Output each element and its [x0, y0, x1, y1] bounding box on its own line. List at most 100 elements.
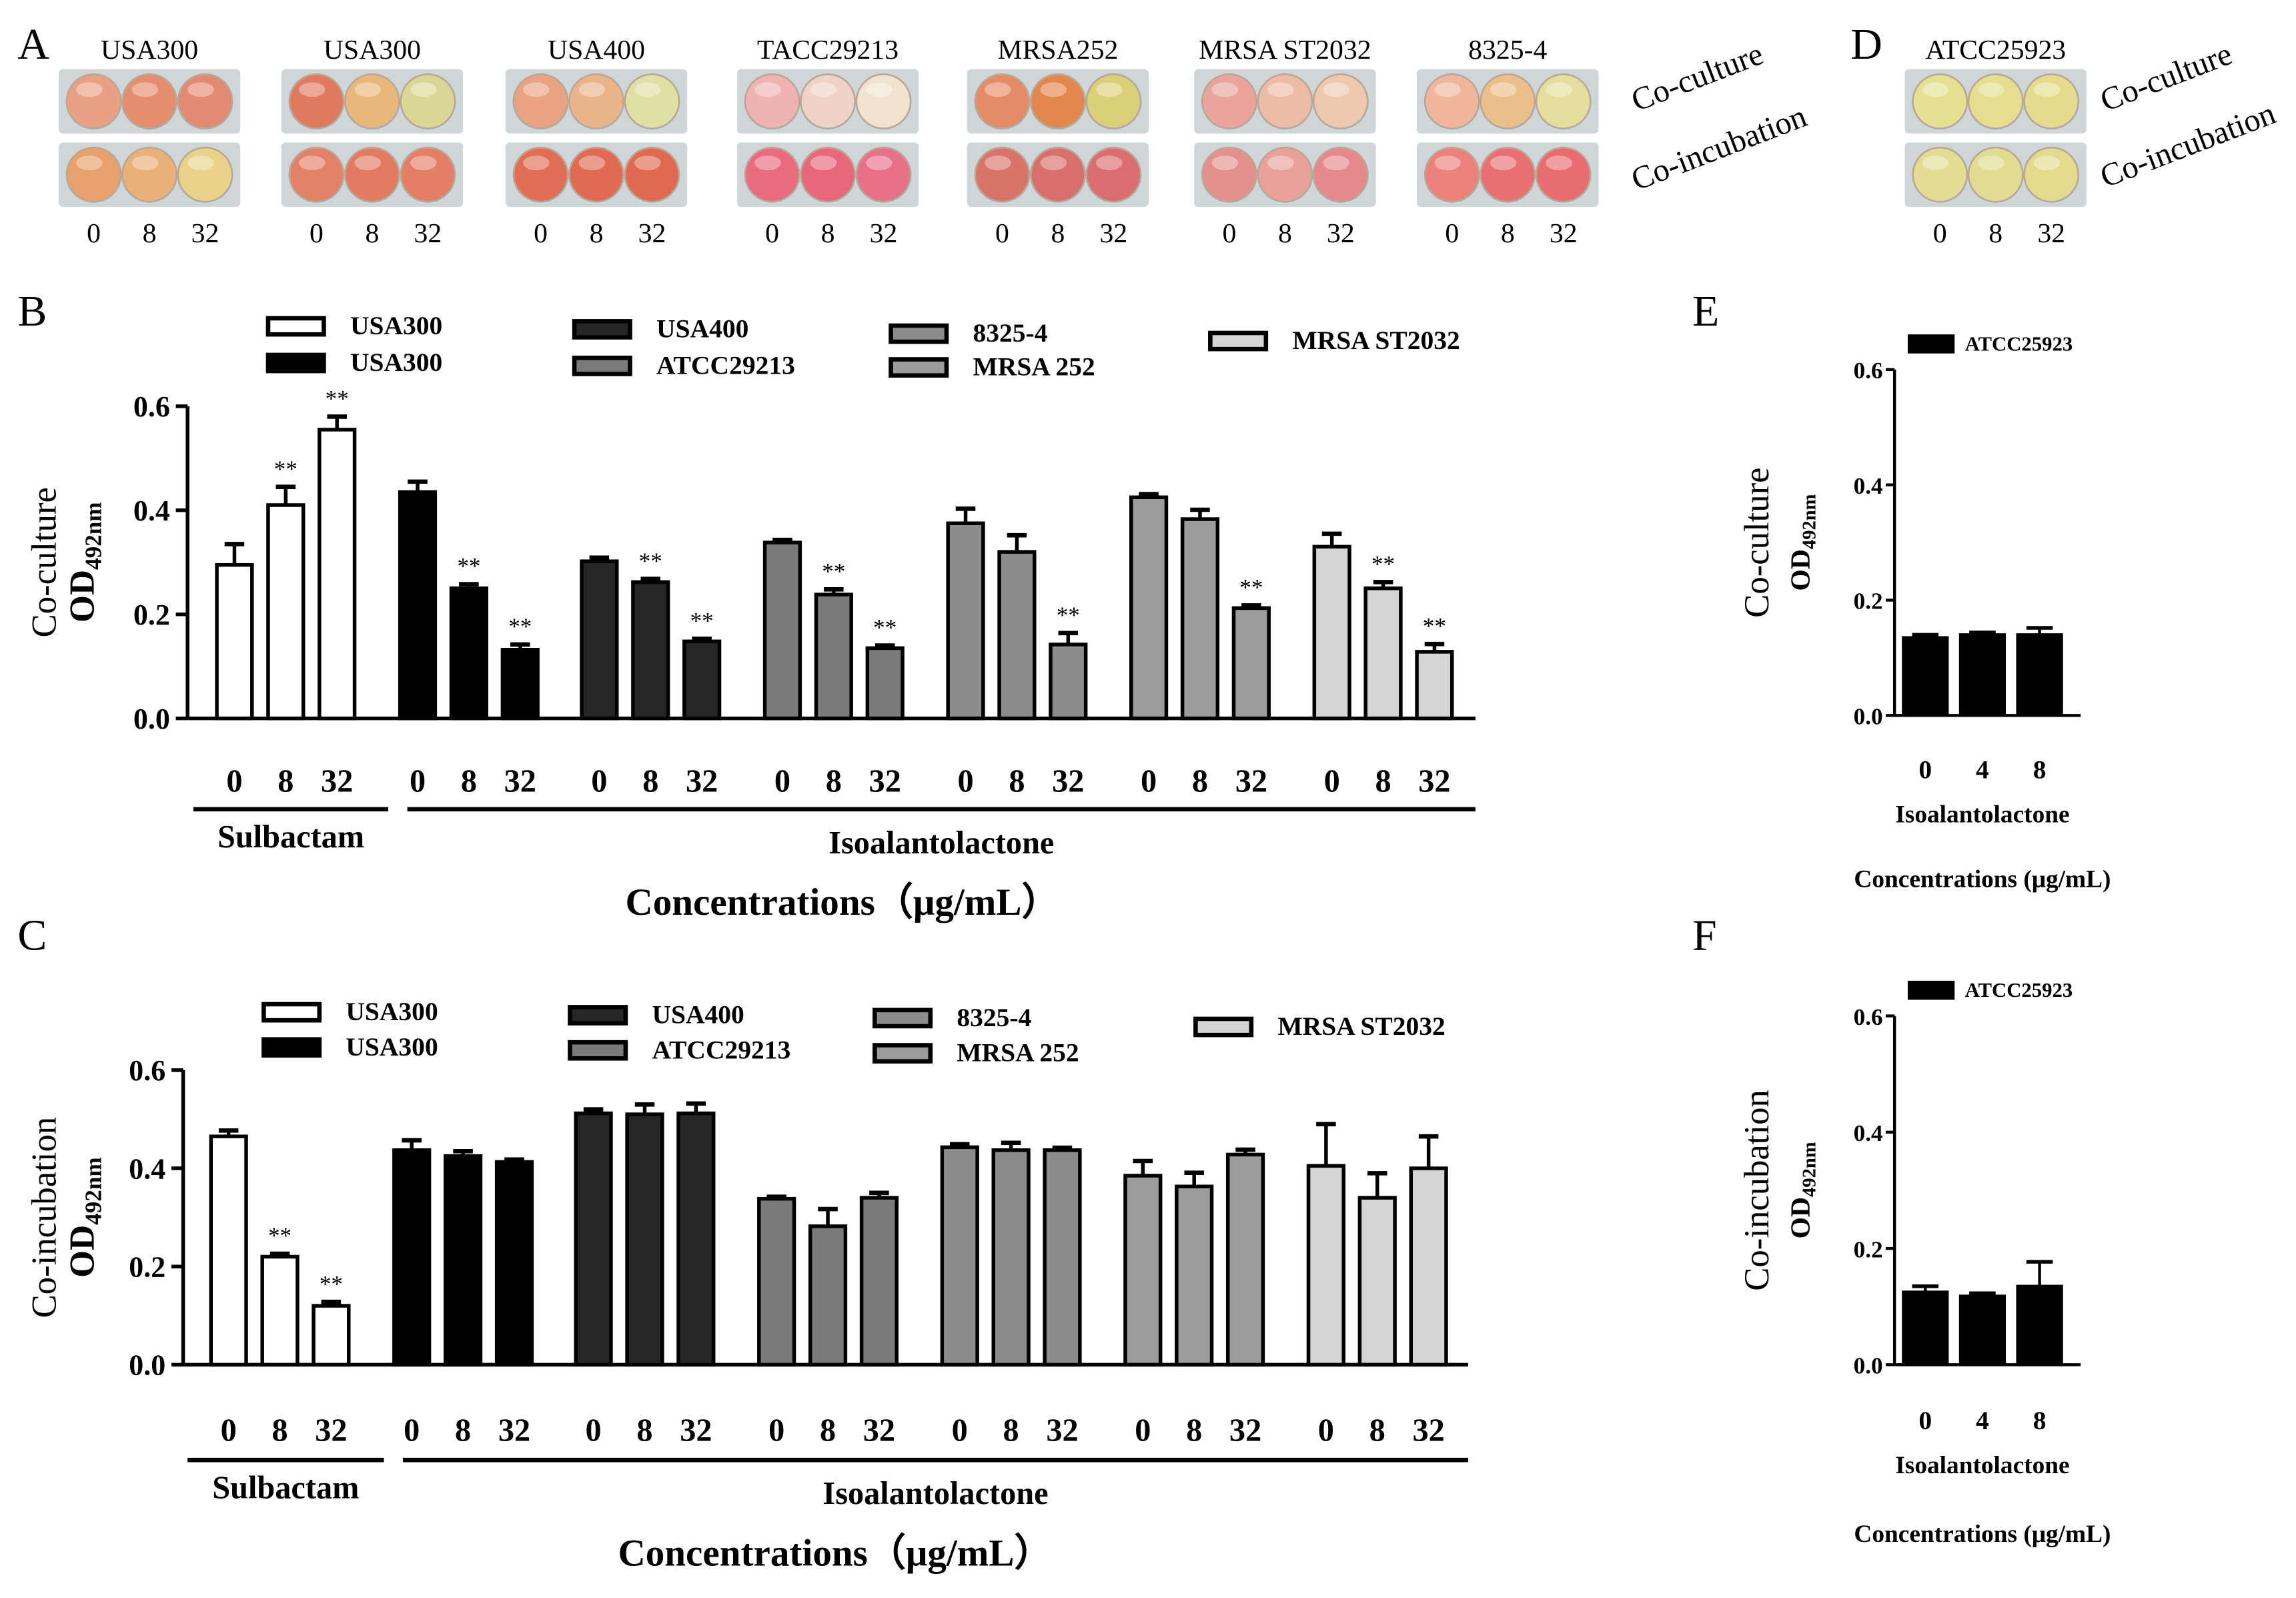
plate-1-co_incubation-well-2: [400, 146, 456, 203]
plate-5-co_culture-well-1-shine: [1267, 82, 1294, 97]
x-tick-label: 0: [957, 764, 973, 799]
plate-6-tick-1: 8: [1501, 218, 1515, 249]
bar: [215, 562, 254, 721]
panel-label-b: B: [17, 287, 47, 336]
plate-0-co_culture-well-0-shine: [76, 82, 103, 97]
plate-1-co_culture-well-1: [344, 73, 400, 129]
bar: [266, 503, 306, 721]
x-tick-label: 0: [1135, 1413, 1151, 1449]
y-axis-unit: OD492nm: [1786, 494, 1820, 590]
significance-mark: **: [873, 615, 897, 641]
plate-5-tick-1: 8: [1278, 218, 1292, 249]
legend-swatch: [889, 357, 949, 378]
bar: [762, 540, 802, 721]
bar: [1312, 544, 1351, 721]
plate-2-co_culture-well-2-shine: [634, 82, 661, 97]
legend-label: ATCC29213: [652, 1035, 790, 1064]
plate-3-co_incubation-well-2-shine: [866, 155, 893, 171]
x-tick-label: 0: [1918, 755, 1932, 785]
plate-5-co_incubation-well-0: [1201, 146, 1257, 203]
x-tick-label: 32: [1046, 1413, 1078, 1449]
y-axis-unit-sub: 492nm: [81, 502, 107, 569]
plate-1-co_incubation-well-1: [344, 146, 400, 203]
y-axis-title: Co-incubation: [25, 1117, 63, 1318]
plate-6-co_incubation-well-2: [1535, 146, 1592, 203]
group-label: Isoalantolactone: [1895, 1452, 2069, 1479]
group-label: Isoalantolactone: [1895, 801, 2069, 829]
plate-4-co_incubation-well-2: [1085, 146, 1142, 203]
legend-label: MRSA ST2032: [1292, 326, 1460, 355]
legend: USA300 USA300 USA400 ATCC29213 8325-4 MRSA 25…: [261, 997, 1446, 1068]
y-axis-unit-sub: 492nm: [1800, 494, 1820, 549]
bar: [997, 550, 1037, 721]
group-label-isoalantolactone: Isoalantolactone: [828, 825, 1054, 861]
plate-1-co_incubation-well-0: [288, 146, 345, 203]
legend: USA300 USA300 USA400 ATCC29213 8325-4 MRSA 25…: [265, 311, 1460, 382]
y-tick-label: 0.4: [1854, 473, 1883, 499]
legend-swatch: [1907, 980, 1955, 1000]
plate-4-co_incubation-well-0: [974, 146, 1031, 203]
plate-2-co_culture-well-0: [512, 73, 569, 129]
y-axis-unit: OD492nm: [63, 1157, 107, 1278]
legend-swatch: [572, 356, 632, 376]
legend-swatch: [572, 319, 632, 340]
y-tick-label: 0.2: [129, 1251, 165, 1284]
bar: [1180, 517, 1220, 721]
significance-mark: **: [268, 1223, 292, 1249]
significance-mark: **: [1371, 551, 1395, 577]
plate-3-co_incubation-well-0-shine: [754, 155, 781, 171]
plate-6-co_incubation-well-0: [1423, 146, 1480, 203]
y-axis-unit-od: OD: [63, 570, 102, 623]
x-tick-label: 32: [869, 764, 901, 799]
plate-d-tick-2: 32: [2037, 218, 2065, 249]
x-tick-label: 32: [315, 1413, 347, 1449]
legend-label: 8325-4: [957, 1003, 1031, 1032]
legend-swatch: [261, 1037, 322, 1058]
y-tick-label: 0.6: [129, 1054, 165, 1087]
bar: [631, 580, 670, 721]
plate-6-co_incubation-well-1-shine: [1490, 155, 1517, 171]
y-tick-label: 0.2: [133, 598, 170, 631]
y-tick-label: 0.6: [133, 390, 170, 423]
plate-d-co_incubation-well-2: [2023, 146, 2080, 203]
significance-mark: **: [457, 553, 480, 579]
plate-d-co_culture-well-0: [1912, 73, 1968, 129]
legend-label: ATCC25923: [1965, 332, 2073, 355]
plate-4-co_incubation-well-0-shine: [985, 155, 1011, 171]
bar: [209, 1134, 248, 1367]
bar: [865, 646, 905, 721]
x-tick-label: 0: [591, 764, 607, 799]
x-tick-label: 8: [826, 764, 842, 799]
plate-4-co_culture-well-1-shine: [1040, 82, 1067, 97]
x-axis-title: Concentrations (μg/mL): [1854, 1521, 2111, 1548]
plate-4-co_culture-well-0-shine: [985, 82, 1011, 97]
legend-swatch: [265, 352, 326, 374]
plate-4-co_culture-well-0: [974, 73, 1031, 129]
bar: [449, 586, 489, 721]
plate-5-co_incubation-well-1: [1257, 146, 1313, 203]
plate-2-tick-0: 0: [534, 218, 548, 249]
bar: [991, 1148, 1031, 1367]
x-tick-label: 32: [863, 1413, 895, 1449]
chart-e: 0.0 0.2 0.4 0.6 Co-culture OD492nm 0 4 8 Isoalant…: [1738, 332, 2111, 893]
x-tick-label: 32: [321, 764, 353, 799]
plate-d-tick-1: 8: [1988, 218, 2002, 249]
legend-swatch: [568, 1005, 628, 1026]
y-axis-unit-sub: 492nm: [81, 1157, 107, 1224]
plate-2-co_culture-well-0-shine: [523, 82, 550, 97]
legend-swatch: [889, 323, 949, 344]
row-label-co-incubation: Co-incubation: [1626, 99, 1811, 198]
plate-6-co_incubation-well-0-shine: [1434, 155, 1461, 171]
legend-label: ATCC29213: [656, 350, 795, 380]
x-tick-label: 32: [686, 764, 718, 799]
legend-label: 8325-4: [973, 318, 1048, 348]
x-tick-label: 32: [1412, 1413, 1444, 1449]
plate-0-co_incubation-well-0-shine: [76, 155, 103, 171]
y-tick-label: 0.0: [1854, 703, 1883, 729]
plate-5-tick-2: 32: [1327, 218, 1355, 249]
bar: [318, 428, 357, 721]
plate-6-title: 8325-4: [1468, 35, 1547, 65]
plate-0-co_incubation-well-1-shine: [131, 155, 159, 171]
significance-mark: **: [508, 614, 532, 640]
